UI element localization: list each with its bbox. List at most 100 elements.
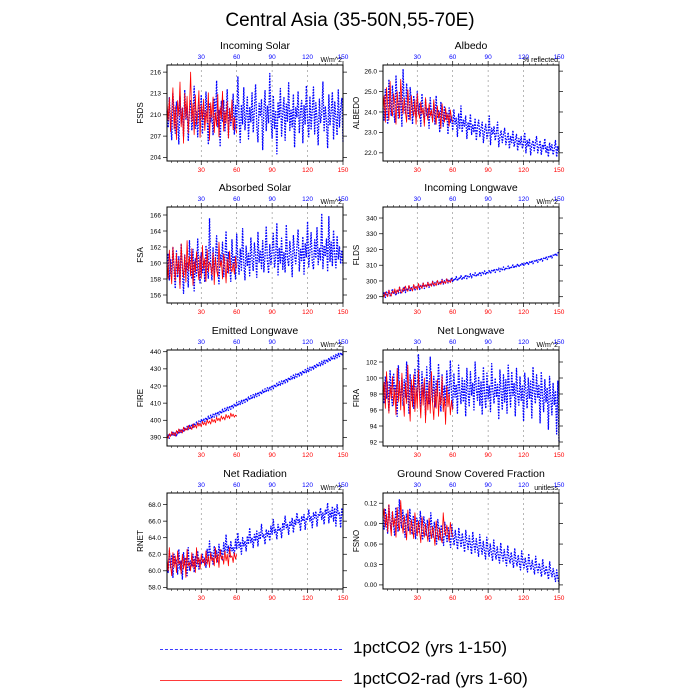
units-label: W/m^2 (536, 342, 558, 349)
y-tick-label: 66.0 (148, 518, 161, 525)
panel-title: Incoming Longwave (424, 182, 518, 194)
top-tick-label: 90 (269, 482, 277, 489)
page-title: Central Asia (35-50N,55-70E) (225, 10, 475, 31)
top-tick-label: 150 (554, 339, 565, 346)
top-tick-label: 90 (269, 54, 277, 61)
y-tick-label: 0.06 (364, 541, 377, 548)
top-tick-label: 150 (338, 339, 349, 346)
bottom-tick-label: 30 (198, 452, 206, 459)
panel-absorbed-solar: Absorbed Solar W/m^2 FSA 30 30 60 60 90 90 120 120… (136, 182, 349, 316)
bottom-tick-label: 60 (449, 167, 457, 174)
legend-item-1pctco2-rad: 1pctCO2-rad (yrs 1-60) (160, 669, 680, 693)
panel-title: Albedo (455, 40, 488, 52)
y-tick-label: 68.0 (148, 502, 161, 509)
plot-frame (166, 206, 344, 304)
top-tick-label: 30 (414, 54, 422, 61)
top-tick-label: 90 (485, 196, 493, 203)
y-tick-label: 213 (150, 91, 161, 98)
legend-label-1pctco2-rad: 1pctCO2-rad (yrs 1-60) (353, 669, 528, 688)
top-tick-label: 60 (449, 54, 457, 61)
bottom-tick-label: 60 (449, 595, 457, 602)
bottom-tick-label: 150 (554, 452, 565, 459)
top-tick-label: 150 (554, 54, 565, 61)
y-tick-label: 216 (150, 69, 161, 76)
y-tick-label: 98 (370, 391, 378, 398)
bottom-tick-label: 30 (198, 309, 206, 316)
legend-label-1pctco2: 1pctCO2 (yrs 1-150) (353, 638, 507, 657)
y-tick-label: 166 (150, 212, 161, 219)
bottom-tick-label: 90 (269, 309, 277, 316)
legend-swatch-1pctco2-rad (160, 680, 342, 681)
top-tick-label: 90 (485, 482, 493, 489)
y-tick-label: 400 (150, 418, 161, 425)
top-tick-label: 60 (449, 482, 457, 489)
bottom-tick-label: 150 (338, 452, 349, 459)
top-tick-label: 30 (198, 54, 206, 61)
panel-net-radiation: Net Radiation W/m^2 RNET 30 30 60 60 90 90 120 120… (136, 468, 349, 602)
panel-title: Absorbed Solar (219, 182, 292, 194)
y-tick-label: 25.0 (364, 89, 377, 96)
y-axis-label: RNET (136, 530, 145, 552)
y-tick-label: 310 (366, 263, 377, 270)
top-tick-label: 90 (485, 339, 493, 346)
y-tick-label: 96 (370, 407, 378, 414)
figure-panels: Incoming Solar W/m^2 FSDS 30 30 60 60 90 90 120 12… (136, 40, 565, 602)
bottom-tick-label: 150 (338, 167, 349, 174)
top-tick-label: 30 (198, 196, 206, 203)
top-tick-label: 150 (338, 196, 349, 203)
series-line-1pctco2-rad (382, 364, 454, 425)
bottom-tick-label: 90 (269, 452, 277, 459)
top-tick-label: 150 (338, 482, 349, 489)
y-tick-label: 92 (370, 439, 378, 446)
y-tick-label: 62.0 (148, 552, 161, 559)
y-tick-label: 58.0 (148, 585, 161, 592)
series-line-1pctco2-rad (382, 278, 453, 298)
bottom-tick-label: 30 (198, 595, 206, 602)
series-line-1pctco2 (382, 499, 560, 584)
panel-albedo: Albedo % reflected ALBEDO 30 30 60 60 90 90 120 12… (352, 40, 565, 174)
top-tick-label: 150 (554, 196, 565, 203)
top-tick-label: 60 (233, 482, 241, 489)
series-line-1pctco2-rad (166, 71, 238, 144)
panel-emitted-longwave: Emitted Longwave W/m^2 FIRE 30 30 60 60 90 90 120… (136, 325, 349, 459)
top-tick-label: 60 (449, 339, 457, 346)
y-tick-label: 320 (366, 247, 377, 254)
bottom-tick-label: 90 (485, 595, 493, 602)
panel-title: Net Radiation (223, 468, 287, 480)
top-tick-label: 120 (302, 339, 313, 346)
plot-frame (166, 349, 344, 447)
y-tick-label: 207 (150, 133, 161, 140)
legend-item-1pctco2: 1pctCO2 (yrs 1-150) (160, 638, 680, 662)
bottom-tick-label: 120 (518, 309, 529, 316)
bottom-tick-label: 30 (414, 309, 422, 316)
panel-incoming-longwave: Incoming Longwave W/m^2 FLDS 30 30 60 60 90 90 12… (352, 182, 565, 316)
top-tick-label: 150 (338, 54, 349, 61)
bottom-tick-label: 90 (485, 309, 493, 316)
y-axis-label: FIRE (136, 389, 145, 407)
panel-title: Net Longwave (437, 325, 504, 337)
top-tick-label: 120 (302, 54, 313, 61)
top-tick-label: 120 (518, 54, 529, 61)
panel-title: Emitted Longwave (212, 325, 299, 337)
series-line-1pctco2-rad (166, 240, 238, 290)
bottom-tick-label: 150 (338, 595, 349, 602)
series-line-1pctco2 (382, 251, 560, 299)
top-tick-label: 120 (302, 196, 313, 203)
bottom-tick-label: 120 (518, 595, 529, 602)
top-tick-label: 60 (233, 54, 241, 61)
series-line-1pctco2-rad (166, 547, 238, 578)
plot-frame (382, 206, 560, 304)
y-tick-label: 60.0 (148, 568, 161, 575)
bottom-tick-label: 120 (302, 167, 313, 174)
bottom-tick-label: 30 (414, 452, 422, 459)
top-tick-label: 30 (198, 339, 206, 346)
bottom-tick-label: 120 (302, 595, 313, 602)
panel-title: Incoming Solar (220, 40, 291, 52)
units-label: W/m^2 (320, 57, 342, 64)
top-tick-label: 150 (554, 482, 565, 489)
bottom-tick-label: 30 (198, 167, 206, 174)
y-tick-label: 204 (150, 155, 161, 162)
panel-ground-snow-covered-fraction: Ground Snow Covered Fraction unitless FSNO… (352, 468, 565, 602)
units-label: W/m^2 (320, 485, 342, 492)
y-tick-label: 162 (150, 244, 161, 251)
